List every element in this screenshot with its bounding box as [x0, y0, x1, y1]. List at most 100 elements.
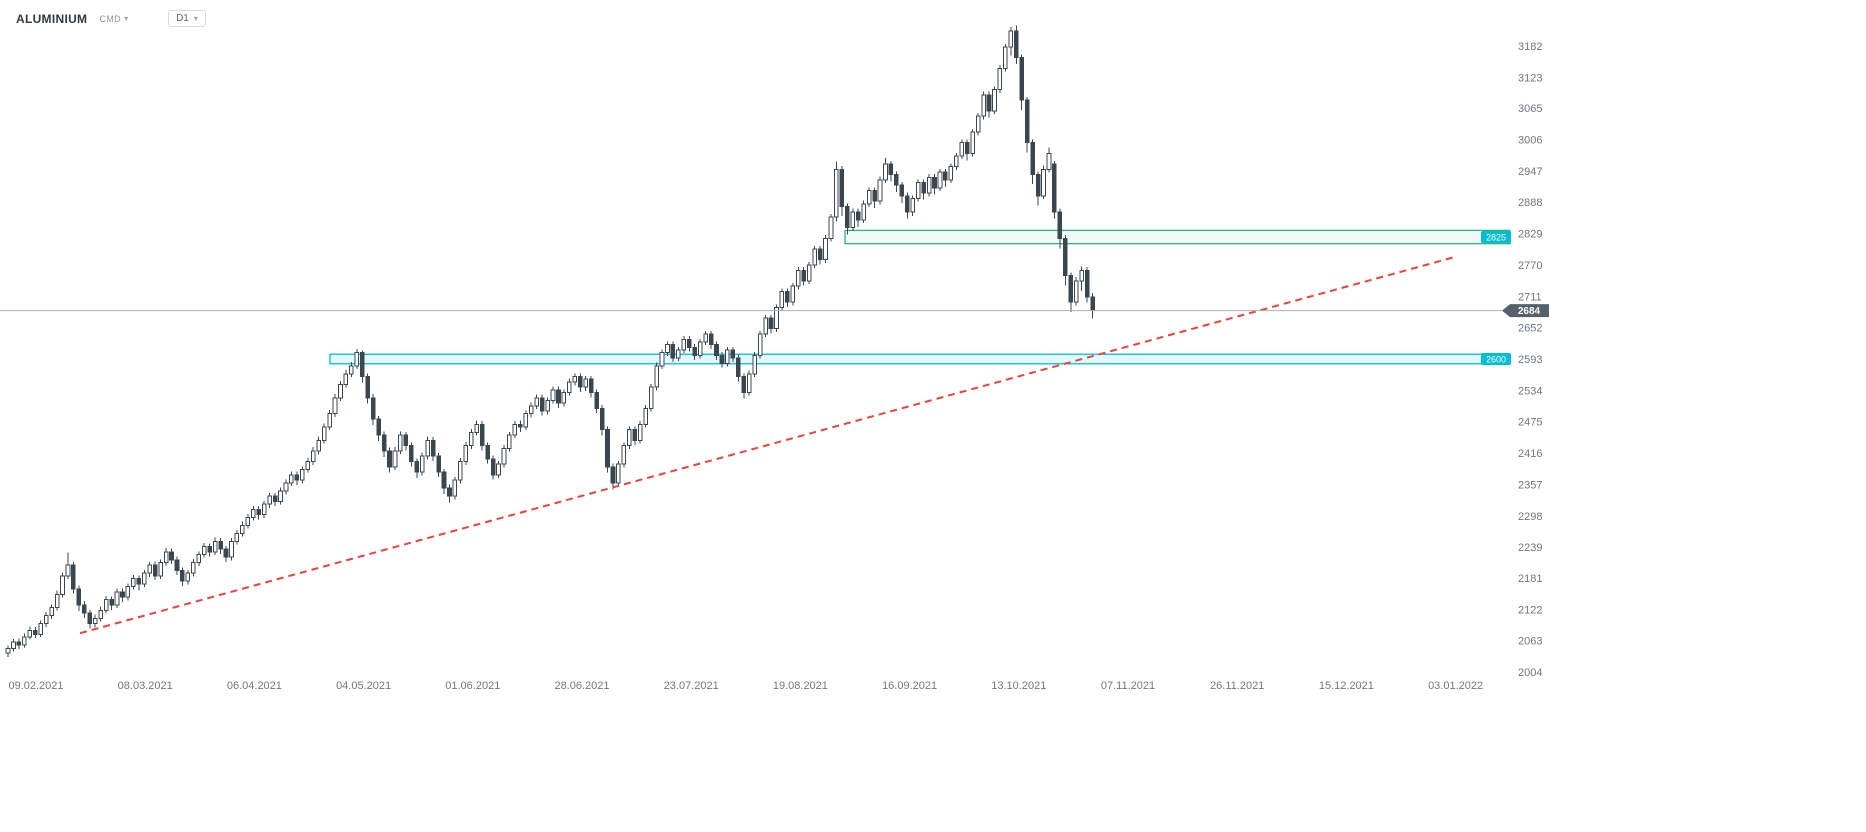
- candle-body: [610, 466, 616, 484]
- candle-body: [817, 248, 823, 261]
- candle-body: [92, 617, 98, 625]
- candle-body: [136, 577, 142, 585]
- candle-body: [141, 572, 147, 585]
- candle-body: [349, 365, 354, 375]
- candle-body: [539, 397, 545, 412]
- candle-body: [109, 599, 114, 606]
- candle-body: [583, 378, 589, 388]
- candle-body: [441, 471, 447, 489]
- candle-body: [632, 429, 638, 441]
- candle-body: [376, 418, 381, 436]
- candle-body: [452, 479, 458, 497]
- candle-body: [283, 482, 289, 492]
- chevron-down-icon: ▾: [124, 13, 129, 23]
- candle-body: [915, 182, 921, 200]
- candle-body: [627, 429, 632, 447]
- candle-body: [234, 532, 240, 542]
- candle-body: [763, 317, 768, 335]
- candle-body: [1063, 237, 1068, 277]
- y-axis-label: 3123: [1518, 72, 1542, 84]
- candle-body: [577, 376, 583, 388]
- candle-body: [16, 641, 22, 646]
- candle-body: [932, 176, 937, 189]
- candle-body: [812, 248, 817, 266]
- candle-body: [970, 131, 975, 154]
- candle-body: [981, 94, 986, 117]
- timeframe-label: D1: [176, 13, 189, 24]
- y-axis-label: 2593: [1518, 354, 1542, 366]
- trendline[interactable]: [79, 256, 1456, 635]
- candle-body: [785, 291, 790, 303]
- candle-body: [436, 455, 441, 473]
- candle-body: [212, 540, 218, 553]
- candle-body: [959, 142, 965, 157]
- candle-body: [49, 607, 54, 617]
- x-axis-label: 03.01.2022: [1428, 680, 1483, 692]
- candle-body: [926, 176, 932, 194]
- candle-body: [637, 423, 643, 441]
- candle-body: [616, 463, 621, 484]
- candle-body: [746, 373, 752, 393]
- y-axis-label: 2947: [1518, 166, 1542, 178]
- y-axis-label: 2829: [1518, 229, 1542, 241]
- support-resistance-zone[interactable]: [844, 229, 1511, 245]
- candle-body: [54, 593, 60, 609]
- price-level-badge-label: 2825: [1486, 233, 1506, 243]
- candle-body: [229, 540, 234, 558]
- candle-body: [425, 439, 430, 457]
- candle-body: [474, 423, 479, 433]
- candle-body: [828, 216, 834, 239]
- candle-body: [256, 508, 261, 516]
- candle-body: [845, 205, 850, 229]
- candle-body: [1030, 142, 1035, 176]
- candle-body: [174, 559, 180, 572]
- support-resistance-zone[interactable]: [329, 353, 1511, 365]
- candle-body: [409, 445, 414, 463]
- candle-body: [321, 426, 327, 441]
- candle-body: [719, 354, 725, 364]
- candle-body: [507, 434, 512, 449]
- y-axis-label: 2298: [1518, 511, 1542, 523]
- candle-body: [5, 648, 11, 654]
- candle-body: [60, 575, 65, 595]
- candles-layer: [5, 25, 1095, 658]
- candle-body: [708, 333, 714, 346]
- symbol-type-dropdown[interactable]: CMD ▾: [99, 14, 128, 24]
- candle-body: [82, 604, 87, 614]
- candle-body: [463, 445, 469, 463]
- candle-body: [730, 349, 736, 359]
- candle-body: [147, 564, 152, 574]
- candle-body: [71, 564, 76, 590]
- candle-body: [621, 445, 627, 465]
- candle-body: [38, 623, 44, 635]
- candle-body: [289, 474, 294, 484]
- candle-body: [899, 184, 905, 197]
- candle-body: [954, 155, 959, 168]
- candle-body: [556, 389, 561, 404]
- candle-body: [114, 591, 120, 606]
- candle-body: [823, 237, 828, 261]
- candle-body: [839, 168, 845, 207]
- y-axis-label: 3065: [1518, 103, 1542, 115]
- candle-body: [316, 439, 321, 452]
- candle-body: [1024, 99, 1030, 144]
- candle-body: [343, 373, 349, 386]
- candle-body: [648, 386, 654, 409]
- candle-body: [125, 585, 131, 598]
- candle-body: [98, 609, 103, 619]
- candle-body: [910, 198, 916, 213]
- y-axis-label: 2534: [1518, 385, 1542, 397]
- x-axis-label: 28.06.2021: [554, 680, 609, 692]
- candle-body: [992, 89, 997, 112]
- candle-body: [327, 413, 332, 428]
- timeframe-dropdown[interactable]: D1 ▾: [168, 10, 206, 27]
- candle-body: [305, 461, 311, 471]
- candle-body: [245, 516, 251, 526]
- x-axis-label: 01.06.2021: [445, 680, 500, 692]
- candle-body: [790, 285, 796, 303]
- x-axis-label: 09.02.2021: [8, 680, 63, 692]
- candle-body: [310, 450, 316, 463]
- candle-body: [490, 458, 496, 476]
- candle-body: [120, 591, 125, 598]
